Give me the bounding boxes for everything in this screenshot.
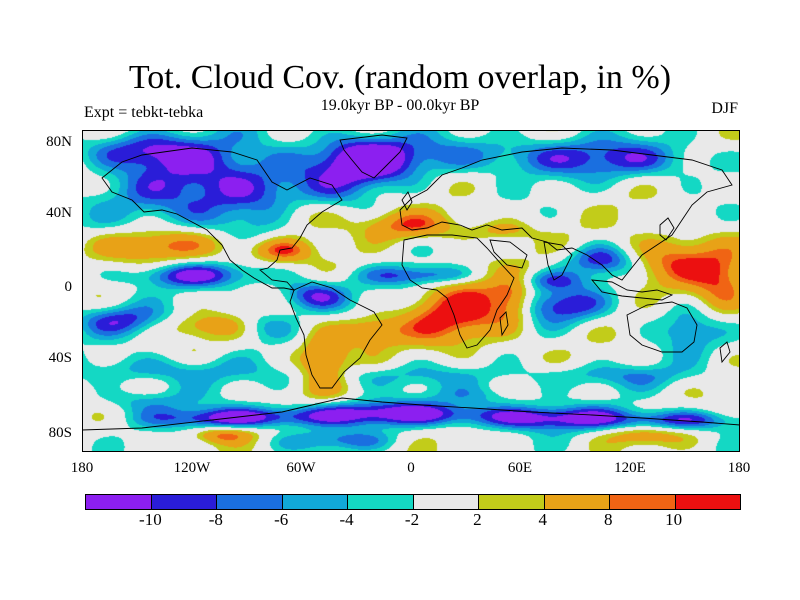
lat-tick-40s: 40S xyxy=(48,350,72,366)
lat-tick-0: 0 xyxy=(64,279,73,295)
cloud-cover-map xyxy=(82,130,740,452)
colorbar-box-1 xyxy=(151,495,217,509)
coast-north-america xyxy=(101,147,343,291)
colorbar-label: 8 xyxy=(603,510,613,529)
lat-tick-80n: 80N xyxy=(46,134,72,150)
coast-antarctica xyxy=(82,397,740,431)
coast-uk xyxy=(401,191,413,211)
coast-africa xyxy=(401,234,515,349)
coast-madagascar xyxy=(499,311,509,337)
colorbar-label: 4 xyxy=(538,510,548,529)
lon-tick-0: 0 xyxy=(407,460,415,476)
colorbar xyxy=(85,494,741,510)
coastlines xyxy=(82,134,740,431)
lon-tick-180e: 180 xyxy=(727,460,751,476)
season-label: DJF xyxy=(711,100,738,117)
colorbar-label: -6 xyxy=(274,510,289,529)
coast-eurasia xyxy=(399,147,733,281)
coast-japan xyxy=(659,217,675,241)
colorbar-label: 2 xyxy=(473,510,482,529)
lon-tick-120e: 120E xyxy=(614,460,646,476)
map-title: Tot. Cloud Cov. (random overlap, in %) xyxy=(128,59,672,96)
cloud-cover-field xyxy=(82,130,740,452)
coast-greenland xyxy=(339,134,408,179)
coast-india xyxy=(543,241,573,281)
coast-indonesia xyxy=(590,279,674,301)
colorbar-label: 10 xyxy=(665,510,683,529)
lon-tick-60e: 60E xyxy=(507,460,533,476)
colorbar-box-9 xyxy=(675,495,740,509)
colorbar-label: -10 xyxy=(139,510,162,529)
coast-south-america xyxy=(289,281,383,389)
coast-new-zealand xyxy=(719,341,731,364)
lon-tick-60w: 60W xyxy=(286,460,316,476)
colorbar-box-2 xyxy=(217,495,283,509)
lat-tick-80s: 80S xyxy=(48,425,72,441)
coast-arabia xyxy=(489,239,528,269)
lon-tick-180w: 180 xyxy=(70,460,94,476)
colorbar-box-3 xyxy=(282,495,348,509)
colorbar-box-6 xyxy=(479,495,545,509)
colorbar-box-5 xyxy=(413,495,479,509)
experiment-label: Expt = tebkt-tebka xyxy=(84,104,204,121)
colorbar-label: -4 xyxy=(339,510,354,529)
colorbar-label: -2 xyxy=(404,510,420,529)
colorbar-box-4 xyxy=(348,495,414,509)
colorbar-box-7 xyxy=(544,495,610,509)
lon-tick-120w: 120W xyxy=(173,460,211,476)
colorbar-box-8 xyxy=(610,495,676,509)
colorbar-box-0 xyxy=(86,495,152,509)
coast-australia xyxy=(626,301,698,353)
colorbar-label: -8 xyxy=(208,510,223,529)
lat-tick-40n: 40N xyxy=(46,205,72,221)
map-subtitle: 19.0kyr BP - 00.0kyr BP xyxy=(320,97,480,114)
